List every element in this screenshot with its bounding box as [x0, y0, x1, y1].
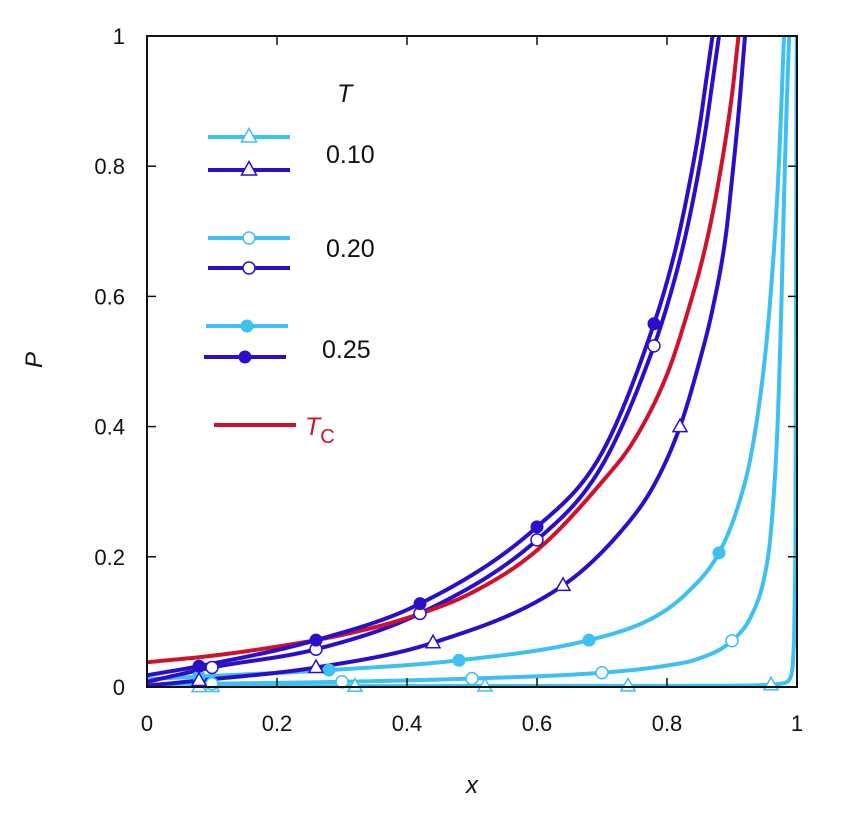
data-point-filled-circle	[413, 597, 427, 611]
x-tick-label: 0.6	[522, 711, 553, 736]
x-tick-label: 0.8	[652, 711, 683, 736]
legend-label-0.10: 0.10	[326, 141, 375, 169]
series-line-5	[147, 36, 715, 678]
x-tick-label: 0.4	[392, 711, 423, 736]
legend-marker-0.10-dark	[240, 159, 258, 176]
data-point-open-circle	[335, 675, 349, 689]
data-point-triangle	[671, 417, 689, 433]
legend: T 0.10 0.20 0.25 TC	[204, 80, 375, 448]
y-tick-label: 1	[113, 24, 125, 49]
series-layer	[147, 36, 797, 693]
data-point-triangle	[190, 671, 208, 687]
legend-marker-0.25-light	[240, 319, 254, 333]
series-line-6	[147, 36, 741, 665]
data-point-filled-circle	[192, 659, 206, 673]
y-tick-label: 0.8	[94, 154, 125, 179]
data-point-triangle	[346, 677, 364, 692]
legend-title: T	[337, 80, 354, 108]
data-point-open-circle	[647, 339, 661, 353]
plot-frame	[146, 35, 798, 688]
data-point-filled-circle	[582, 633, 596, 647]
data-point-filled-circle	[647, 317, 661, 331]
legend-marker-0.20-dark	[242, 261, 256, 275]
x-axis-title: x	[465, 772, 479, 799]
series-line-4	[147, 36, 721, 684]
legend-marker-0.10-light	[240, 126, 258, 143]
data-point-filled-circle	[309, 633, 323, 647]
x-tick-label: 0.2	[262, 711, 293, 736]
data-point-triangle	[424, 633, 442, 649]
data-point-open-circle	[530, 533, 544, 547]
data-point-filled-circle	[712, 546, 726, 560]
y-tick-label: 0.2	[94, 545, 125, 570]
data-point-open-circle	[205, 660, 219, 675]
data-point-filled-circle	[452, 653, 466, 667]
data-point-open-circle	[465, 671, 479, 686]
x-tick-label: 1	[791, 711, 803, 736]
legend-label-0.20: 0.20	[326, 235, 375, 263]
tick-labels-layer: 0 0.2 0.4 0.6 0.8 1 0 0.2 0.4 0.6 0.8 1	[94, 24, 803, 736]
y-tick-label: 0.4	[94, 415, 125, 440]
y-axis-title: P	[21, 352, 48, 368]
data-point-filled-circle	[530, 520, 544, 534]
legend-label-critical: TC	[305, 413, 335, 448]
y-tick-label: 0.6	[94, 284, 125, 309]
data-point-triangle	[307, 658, 325, 674]
data-point-open-circle	[595, 665, 609, 680]
series-curves	[147, 36, 797, 687]
y-tick-label: 0	[113, 675, 125, 700]
series-line-3	[147, 36, 747, 687]
legend-marker-0.20-light	[242, 231, 256, 245]
x-tick-label: 0	[141, 711, 153, 736]
data-point-open-circle	[725, 634, 739, 648]
legend-marker-0.25-dark	[238, 350, 252, 364]
data-point-triangle	[554, 576, 572, 592]
legend-label-0.25: 0.25	[322, 336, 371, 364]
data-point-filled-circle	[322, 663, 336, 677]
